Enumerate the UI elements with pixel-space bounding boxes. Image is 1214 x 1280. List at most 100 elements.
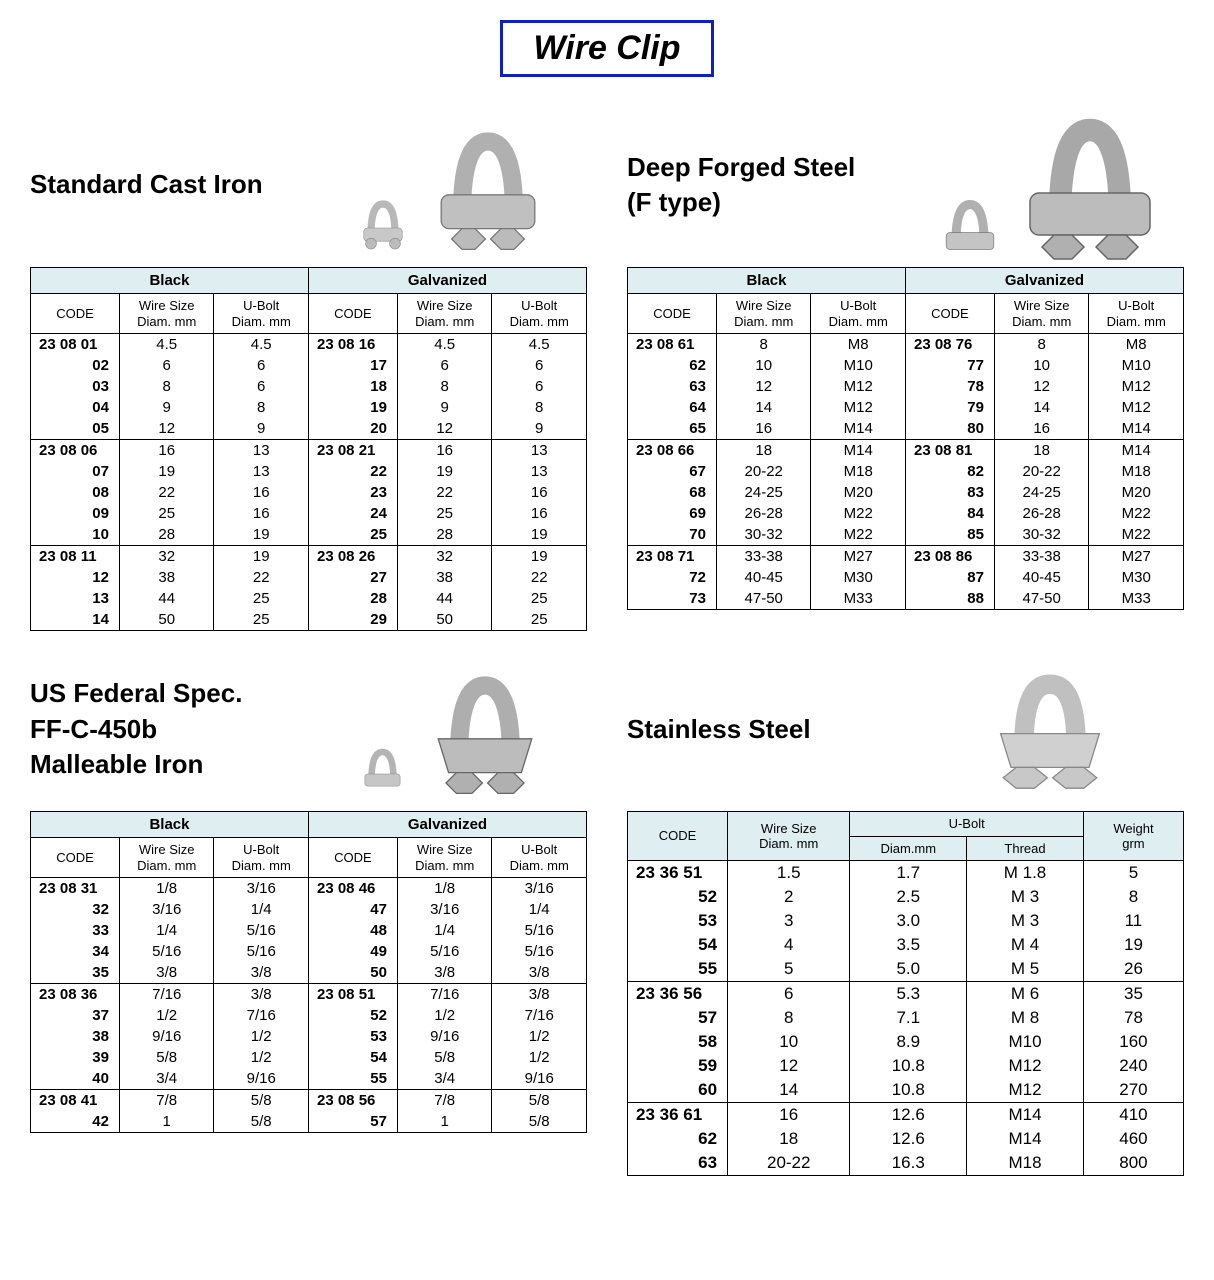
cell: 33 [31, 920, 120, 941]
cell: M 3 [967, 885, 1084, 909]
cell: M22 [1089, 524, 1184, 546]
table-row: 0512920129 [31, 418, 587, 440]
cell: 30-32 [716, 524, 811, 546]
cell: 1/4 [492, 899, 587, 920]
cell: 2.5 [850, 885, 967, 909]
cell: M14 [967, 1127, 1084, 1151]
cell: 82 [905, 461, 994, 482]
cell: 23 08 86 [905, 546, 994, 568]
cell: M 5 [967, 957, 1084, 982]
cell: 19 [1083, 933, 1183, 957]
cell: M10 [811, 355, 906, 376]
cell: 8 [1083, 885, 1183, 909]
malleable-table: Black Galvanized CODE Wire SizeDiam. mm … [30, 811, 587, 1133]
table-row: 134425284425 [31, 588, 587, 609]
cell: 35 [31, 962, 120, 984]
cell: 20-22 [716, 461, 811, 482]
forged-subtitle: (F type) [627, 187, 896, 218]
cell: M22 [811, 503, 906, 524]
table-row: 23 08 417/85/823 08 567/85/8 [31, 1090, 587, 1112]
stainless-table: CODE Wire SizeDiam. mm U-Bolt Weightgrm … [627, 811, 1184, 1176]
cell: 1 [119, 1111, 214, 1133]
cell: 1 [397, 1111, 492, 1133]
cell: 16 [119, 440, 214, 462]
cell: 5/16 [397, 941, 492, 962]
table-row: 102819252819 [31, 524, 587, 546]
cell: 67 [628, 461, 717, 482]
wire-clip-icon [975, 666, 1125, 796]
cell: 9/16 [119, 1026, 214, 1047]
cell: 8 [119, 376, 214, 397]
cell: 19 [492, 546, 587, 568]
cell: 22 [119, 482, 214, 503]
cell: 7/16 [214, 1005, 309, 1026]
table-row: 323/161/4473/161/4 [31, 899, 587, 920]
table-row: 23 08 11321923 08 263219 [31, 546, 587, 568]
cell: 1.5 [728, 861, 850, 886]
cell: 10 [994, 355, 1089, 376]
cell: 24 [308, 503, 397, 524]
cell: 40-45 [716, 567, 811, 588]
cell: 18 [994, 440, 1089, 462]
cell: 8 [397, 376, 492, 397]
cell: 8 [492, 397, 587, 418]
cast-iron-title: Standard Cast Iron [30, 169, 299, 200]
cell: 16 [716, 418, 811, 440]
cell: 63 [628, 1151, 728, 1176]
cell: 23 08 21 [308, 440, 397, 462]
cell: 12.6 [850, 1127, 967, 1151]
cell: 6 [492, 376, 587, 397]
cell: 32 [397, 546, 492, 568]
wire-clip-large-icon [423, 122, 553, 252]
cell: 4.5 [397, 334, 492, 356]
cell: M12 [1089, 397, 1184, 418]
table-row: 353/83/8503/83/8 [31, 962, 587, 984]
cell: 40 [31, 1068, 120, 1090]
cell: M22 [811, 524, 906, 546]
cell: 9/16 [492, 1068, 587, 1090]
cell: 16 [214, 503, 309, 524]
cell: 84 [905, 503, 994, 524]
header-black: Black [31, 268, 309, 294]
cell: 48 [308, 920, 397, 941]
cell: 23 08 81 [905, 440, 994, 462]
cell: 39 [31, 1047, 120, 1068]
cell: M22 [1089, 503, 1184, 524]
cell: 5/16 [119, 941, 214, 962]
cell: 3/8 [214, 962, 309, 984]
cell: 3/4 [397, 1068, 492, 1090]
cell: M12 [1089, 376, 1184, 397]
cell: 19 [214, 546, 309, 568]
table-row: 23 36 5665.3M 635 [628, 982, 1184, 1007]
cell: 54 [628, 933, 728, 957]
cell: M14 [811, 418, 906, 440]
cell: 3/8 [119, 962, 214, 984]
cell: 40-45 [994, 567, 1089, 588]
cell: 16 [728, 1103, 850, 1128]
stainless-body: 23 36 511.51.7M 1.855222.5M 385333.0M 31… [628, 861, 1184, 1176]
cell: 08 [31, 482, 120, 503]
cell: 69 [628, 503, 717, 524]
page-title: Wire Clip [500, 20, 713, 77]
cell: 12 [119, 418, 214, 440]
cell: 12 [397, 418, 492, 440]
cell: 78 [1083, 1006, 1183, 1030]
cell: 22 [397, 482, 492, 503]
cell: 3/16 [492, 878, 587, 900]
malleable-title-2: FF-C-450b [30, 714, 299, 745]
cell: 1/4 [119, 920, 214, 941]
cell: 18 [716, 440, 811, 462]
cell: M27 [811, 546, 906, 568]
cell: 09 [31, 503, 120, 524]
section-stainless: Stainless Steel CODE Wire SizeDiam. mm U… [627, 651, 1184, 1176]
cell: 1/2 [397, 1005, 492, 1026]
cell: 23 08 76 [905, 334, 994, 356]
cell: 1/8 [397, 878, 492, 900]
forged-table: Black Galvanized CODE Wire SizeDiam. mm … [627, 267, 1184, 610]
cell: 58 [628, 1030, 728, 1054]
table-row: 403/49/16553/49/16 [31, 1068, 587, 1090]
cell: 50 [397, 609, 492, 631]
cell: 28 [397, 524, 492, 546]
cell: 13 [214, 461, 309, 482]
table-row: 071913221913 [31, 461, 587, 482]
